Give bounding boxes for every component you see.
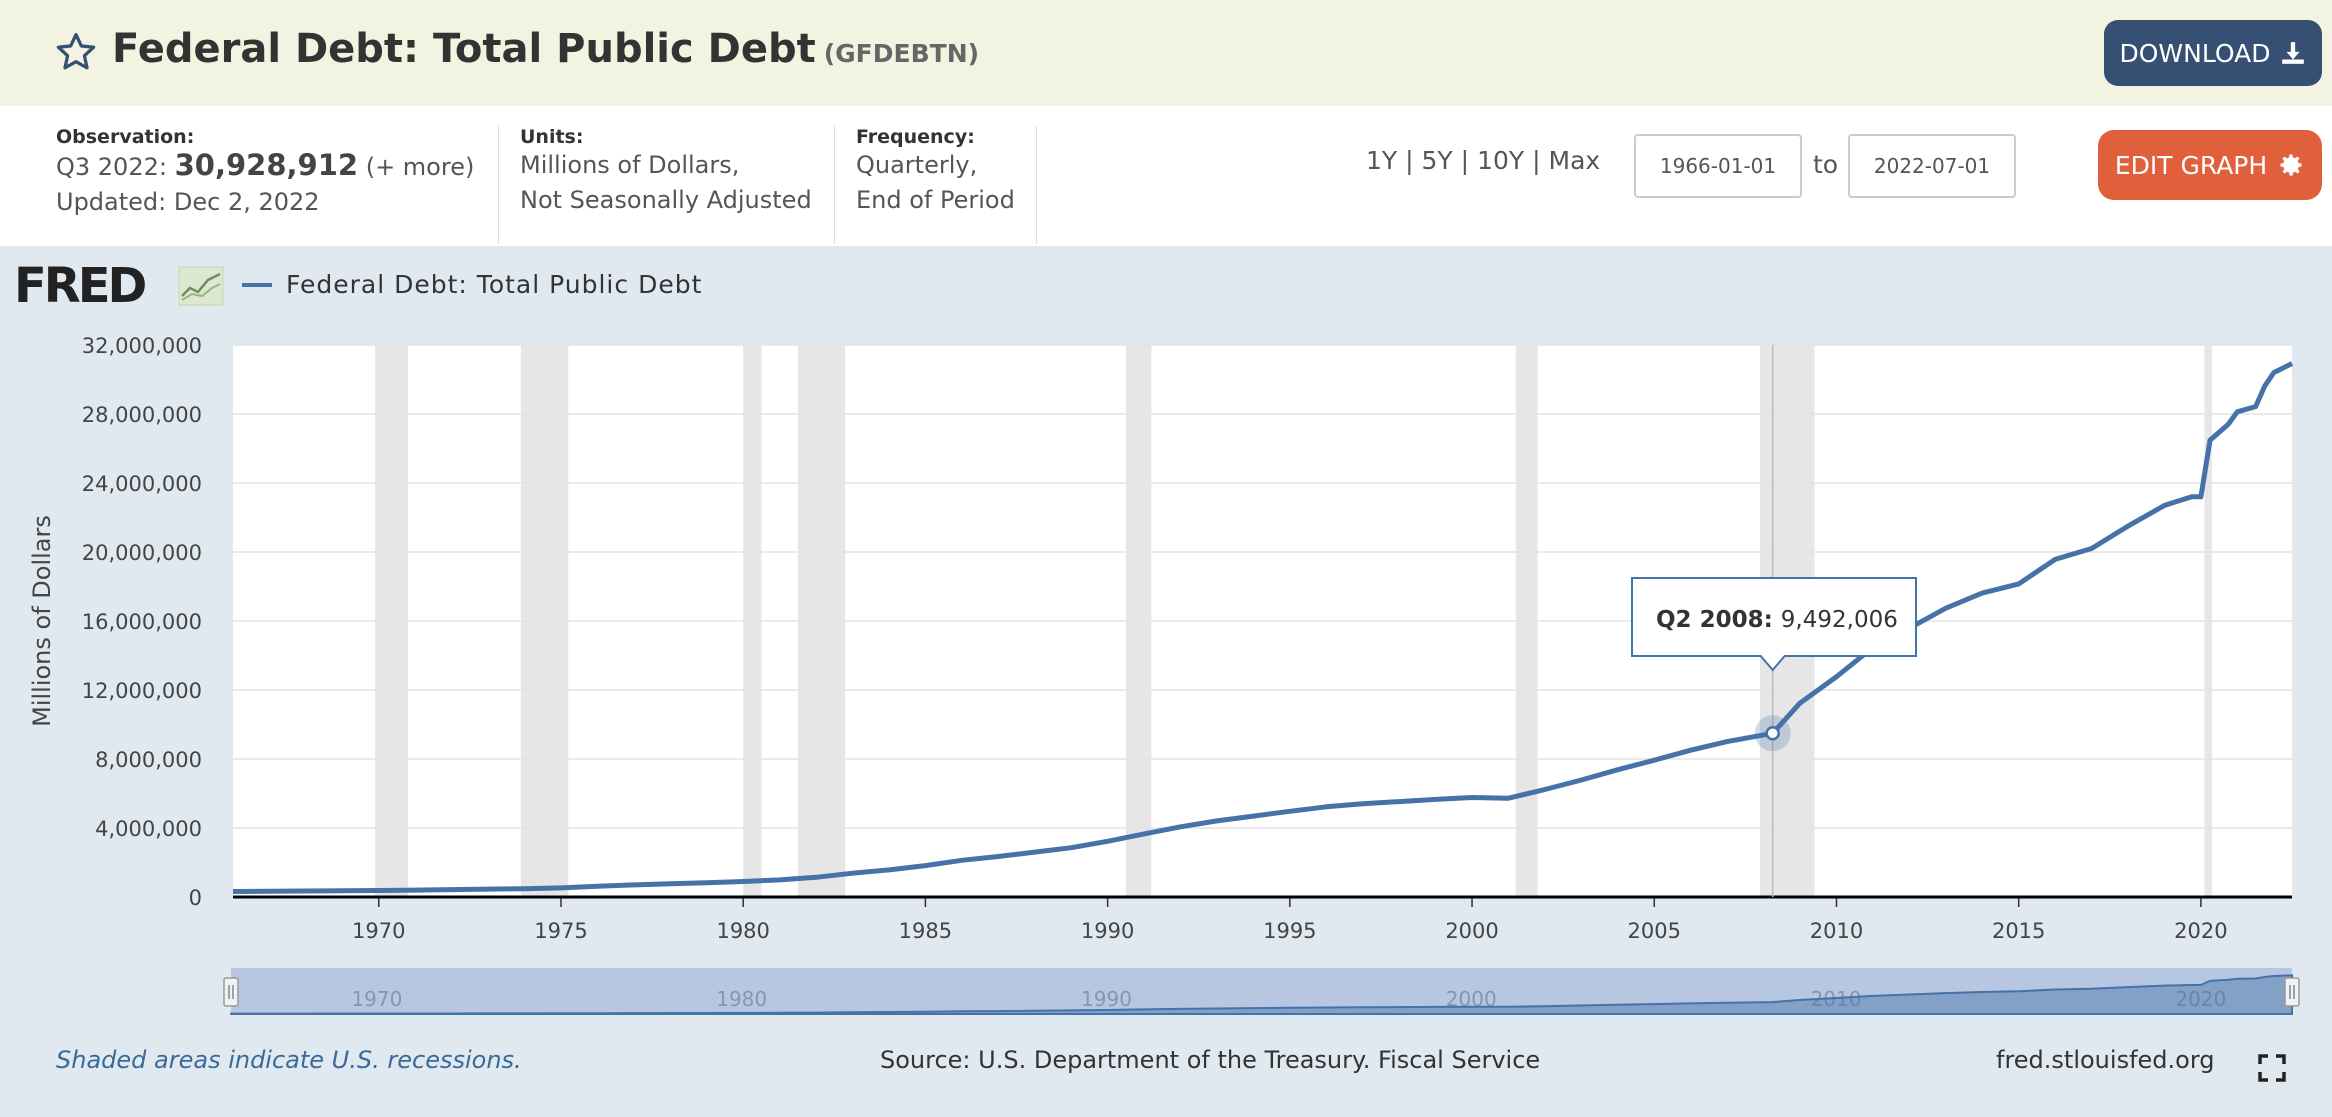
units-label: Units:: [520, 126, 584, 148]
x-tick-label: 2020: [2174, 919, 2227, 943]
tooltip-text: Q2 2008: 9,492,006: [1656, 607, 1898, 633]
range-sep-1: |: [1405, 146, 1414, 175]
edit-graph-label: EDIT GRAPH: [2114, 150, 2268, 180]
range-links: 1Y | 5Y | 10Y | Max: [1366, 146, 1600, 175]
updated-date: Updated: Dec 2, 2022: [56, 188, 320, 216]
range-sep-3: |: [1532, 146, 1541, 175]
start-date-input[interactable]: [1634, 134, 1802, 198]
tooltip-value: 9,492,006: [1781, 607, 1898, 633]
range-1y[interactable]: 1Y: [1366, 146, 1398, 175]
units-line-2: Not Seasonally Adjusted: [520, 186, 812, 214]
x-tick-label: 2000: [1445, 919, 1498, 943]
navigator-label: 2020: [2175, 987, 2226, 1011]
frequency-panel: Frequency: Quarterly, End of Period: [856, 126, 1037, 244]
gear-icon: [2280, 154, 2302, 176]
navigator-window: [231, 968, 2292, 1014]
navigator-handle-left[interactable]: [223, 977, 239, 1007]
frequency-label: Frequency:: [856, 126, 975, 148]
y-tick-label: 32,000,000: [82, 334, 202, 358]
navigator-series: [230, 974, 2293, 1015]
y-tick-label: 12,000,000: [82, 679, 202, 703]
range-5y[interactable]: 5Y: [1421, 146, 1453, 175]
end-date-input[interactable]: [1848, 134, 2016, 198]
observation-value: 30,928,912: [174, 148, 359, 182]
series-header: Federal Debt: Total Public Debt (GFDEBTN)…: [0, 0, 2332, 106]
site-link[interactable]: fred.stlouisfed.org: [1996, 1046, 2215, 1074]
y-tick-label: 28,000,000: [82, 403, 202, 427]
x-tick-label: 1970: [352, 919, 405, 943]
frequency-line-2: End of Period: [856, 186, 1015, 214]
units-panel: Units: Millions of Dollars, Not Seasonal…: [520, 126, 835, 244]
observation-label: Observation:: [56, 126, 195, 148]
y-tick-label: 8,000,000: [95, 748, 202, 772]
download-label: DOWNLOAD: [2119, 38, 2271, 68]
series-id: (GFDEBTN): [823, 39, 980, 68]
debt-line-chart[interactable]: 0 4,000,000 8,000,000 12,000,000 16,000,000 2…: [0, 0, 2332, 1030]
x-tick-label: 1995: [1263, 919, 1316, 943]
fullscreen-icon[interactable]: [2258, 1054, 2286, 1082]
info-bar: Observation: Q3 2022: 30,928,912 (+ more…: [0, 106, 2332, 246]
recession-note: Shaded areas indicate U.S. recessions.: [56, 1046, 522, 1074]
x-tick-label: 1975: [534, 919, 587, 943]
navigator-label: 1970: [351, 987, 402, 1011]
y-tick-label: 16,000,000: [82, 610, 202, 634]
navigator-handle-right[interactable]: [2284, 977, 2300, 1007]
download-button[interactable]: DOWNLOAD: [2104, 20, 2322, 86]
range-max[interactable]: Max: [1548, 146, 1601, 175]
title-text: Federal Debt: Total Public Debt: [112, 26, 816, 72]
range-sep-2: |: [1460, 146, 1470, 175]
page-title: Federal Debt: Total Public Debt (GFDEBTN): [112, 26, 979, 72]
x-tick-label: 2015: [1992, 919, 2045, 943]
observation-panel: Observation: Q3 2022: 30,928,912 (+ more…: [56, 126, 499, 244]
observation-line: Q3 2022: 30,928,912 (+ more): [56, 148, 498, 185]
download-icon: [2282, 42, 2305, 64]
y-tick-label: 24,000,000: [82, 472, 202, 496]
hover-point: [1765, 726, 1780, 741]
x-tick-label: 2005: [1628, 919, 1681, 943]
frequency-line-1: Quarterly,: [856, 151, 978, 179]
y-tick-label: 0: [189, 886, 202, 910]
navigator-label: 1990: [1081, 987, 1132, 1011]
x-tick-label: 1985: [899, 919, 952, 943]
x-tick-label: 1980: [716, 919, 769, 943]
y-axis-label: Millions of Dollars: [28, 515, 56, 727]
observation-period: Q3 2022:: [56, 153, 167, 181]
series-line: [232, 361, 2294, 894]
tooltip-box: [1631, 577, 1917, 672]
range-10y[interactable]: 10Y: [1477, 146, 1525, 175]
chart-legend: Federal Debt: Total Public Debt: [242, 270, 702, 299]
edit-graph-button[interactable]: EDIT GRAPH: [2098, 130, 2322, 200]
units-line-1: Millions of Dollars,: [520, 151, 740, 179]
x-tick-label: 2010: [1810, 919, 1863, 943]
tooltip-label: Q2 2008:: [1656, 607, 1781, 633]
navigator-label: 1980: [716, 987, 767, 1011]
star-icon[interactable]: [54, 30, 98, 74]
fred-logo: FRED: [14, 258, 147, 314]
y-tick-label: 20,000,000: [82, 541, 202, 565]
observation-more-link[interactable]: (+ more): [365, 153, 475, 181]
y-tick-label: 4,000,000: [95, 817, 202, 841]
fred-chart-logo-icon: [178, 266, 224, 306]
to-label: to: [1813, 150, 1839, 179]
legend-label: Federal Debt: Total Public Debt: [286, 270, 703, 299]
legend-swatch: [242, 282, 272, 287]
source-text: Source: U.S. Department of the Treasury.…: [880, 1046, 1541, 1074]
x-tick-label: 1990: [1081, 919, 1134, 943]
